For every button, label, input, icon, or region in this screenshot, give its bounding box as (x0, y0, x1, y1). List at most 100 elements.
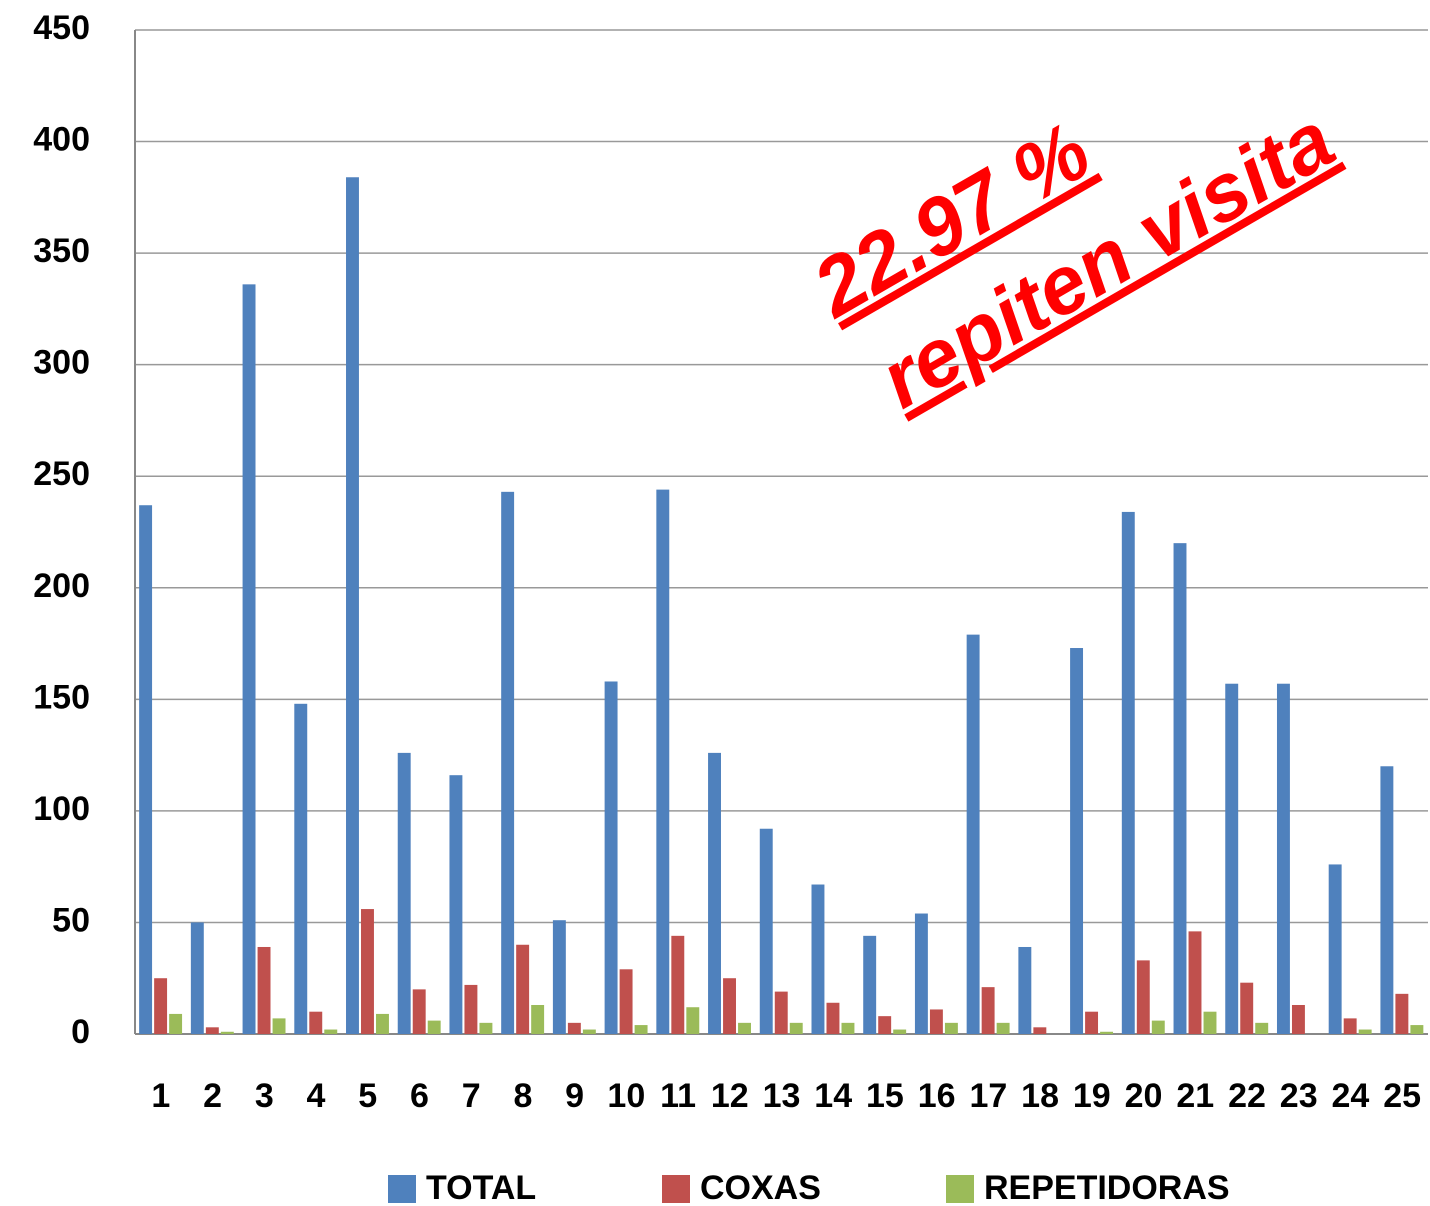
x-tick-label: 1 (151, 1077, 170, 1115)
x-tick-label: 3 (255, 1077, 274, 1115)
bar (619, 969, 633, 1034)
bar (190, 922, 204, 1034)
bar (1380, 766, 1394, 1034)
x-tick-label: 6 (410, 1077, 429, 1115)
x-tick-label: 7 (462, 1077, 481, 1115)
bar (1100, 1031, 1114, 1034)
x-tick-label: 17 (969, 1077, 1007, 1115)
bar (774, 991, 788, 1034)
x-tick-label: 5 (358, 1077, 377, 1115)
bar (220, 1031, 234, 1034)
bar (582, 1029, 596, 1034)
bar (376, 1013, 389, 1034)
bar (929, 1009, 943, 1034)
bar (811, 884, 825, 1034)
bar (759, 828, 773, 1034)
x-tick-label: 9 (565, 1077, 584, 1115)
bar (139, 505, 153, 1034)
bar (1151, 1020, 1165, 1034)
bar (1136, 960, 1150, 1034)
y-tick-label: 450 (33, 9, 90, 47)
bar (738, 1022, 751, 1034)
bar (205, 1027, 219, 1034)
y-tick-label: 400 (33, 121, 90, 159)
bar (634, 1025, 648, 1034)
bar (863, 935, 877, 1034)
y-tick-label: 50 (52, 901, 90, 939)
bar (1018, 946, 1032, 1034)
x-tick-label: 21 (1176, 1077, 1214, 1115)
bar (1276, 683, 1290, 1034)
bar (656, 489, 670, 1034)
legend-swatch (662, 1175, 690, 1203)
bar (944, 1022, 958, 1034)
x-tick-label: 23 (1280, 1077, 1318, 1115)
bar (397, 752, 411, 1034)
bar (552, 920, 566, 1034)
bar (324, 1029, 338, 1034)
bar (671, 935, 685, 1034)
x-tick-label: 11 (660, 1077, 696, 1115)
bar (841, 1022, 855, 1034)
bar (686, 1007, 700, 1034)
bar (242, 284, 256, 1034)
bar (361, 909, 374, 1034)
y-tick-label: 300 (33, 344, 90, 382)
bar (1410, 1025, 1424, 1034)
bar (154, 978, 168, 1034)
legend-label: COXAS (700, 1169, 821, 1206)
x-tick-label: 19 (1073, 1077, 1111, 1115)
bar (1343, 1018, 1357, 1034)
bar (427, 1020, 441, 1034)
x-tick-label: 14 (814, 1077, 852, 1115)
x-tick-label: 16 (918, 1077, 956, 1115)
y-tick-label: 200 (33, 567, 90, 605)
x-tick-label: 24 (1332, 1077, 1370, 1115)
bar (1121, 511, 1135, 1034)
bar (1070, 648, 1084, 1034)
bar (789, 1022, 803, 1034)
legend-label: REPETIDORAS (984, 1169, 1230, 1206)
bar (1358, 1029, 1372, 1034)
bar (1395, 993, 1409, 1034)
bar (826, 1002, 840, 1034)
bar (996, 1022, 1010, 1034)
bar (1240, 982, 1254, 1034)
x-tick-label: 22 (1228, 1077, 1266, 1115)
y-tick-label: 100 (33, 790, 90, 828)
bar (169, 1013, 183, 1034)
bar (257, 946, 271, 1034)
bar (878, 1016, 892, 1034)
bar (464, 984, 478, 1034)
legend-swatch (388, 1175, 416, 1203)
x-tick-label: 4 (307, 1077, 326, 1115)
bar (1085, 1011, 1099, 1034)
bar (1255, 1022, 1269, 1034)
bar (531, 1004, 545, 1034)
bar (449, 775, 463, 1034)
y-tick-label: 250 (33, 455, 90, 493)
bar (1173, 543, 1187, 1034)
bar (604, 681, 618, 1034)
x-tick-label: 2 (203, 1077, 222, 1115)
x-tick-label: 13 (763, 1077, 801, 1115)
bar (272, 1018, 286, 1034)
x-tick-label: 20 (1125, 1077, 1163, 1115)
bar (1225, 683, 1239, 1034)
bar (914, 913, 928, 1034)
bar (708, 752, 721, 1034)
bar (893, 1029, 907, 1034)
bar (412, 989, 426, 1034)
bar (1291, 1004, 1305, 1034)
y-tick-label: 150 (33, 678, 90, 716)
x-tick-label: 25 (1383, 1077, 1421, 1115)
x-tick-label: 10 (607, 1077, 645, 1115)
bar (981, 987, 995, 1034)
x-tick-label: 12 (711, 1077, 749, 1115)
bar (1188, 931, 1202, 1034)
legend-label: TOTAL (426, 1169, 536, 1206)
bar (516, 944, 530, 1034)
bar (309, 1011, 323, 1034)
bar (479, 1022, 493, 1034)
